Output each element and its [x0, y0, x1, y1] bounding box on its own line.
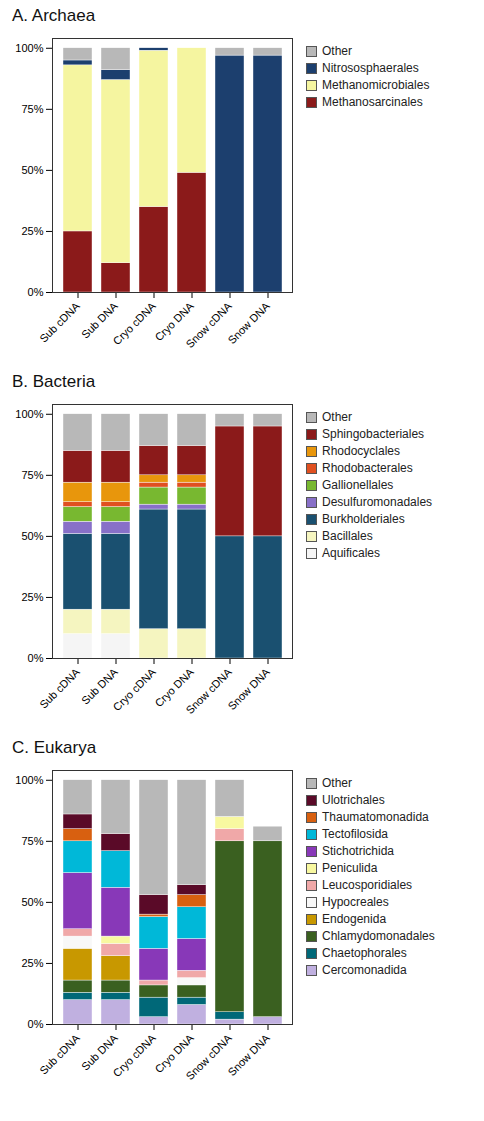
html-text:Nitrososphaerales: Nitrososphaerales [322, 61, 419, 75]
svg-text:100%: 100% [15, 42, 43, 54]
html-text:Desulfuromonadales: Desulfuromonadales [322, 495, 433, 509]
html-text:Hypocreales: Hypocreales [322, 895, 389, 909]
html-text:Burkholderiales: Burkholderiales [322, 512, 405, 526]
svg-text:50%: 50% [21, 896, 43, 908]
html-text:Cercomonadida: Cercomonadida [322, 963, 407, 977]
html-text:B. Bacteria: B. Bacteria [12, 372, 96, 391]
svg-text:100%: 100% [15, 774, 43, 786]
svg-text:Snow cDNA: Snow cDNA [183, 1031, 234, 1082]
svg-text:50%: 50% [21, 530, 43, 542]
svg-text:Cryo DNA: Cryo DNA [152, 1031, 196, 1076]
svg-text:25%: 25% [21, 225, 43, 237]
html-text:Aquificales: Aquificales [322, 546, 380, 560]
html-text:Chaetophorales: Chaetophorales [322, 946, 407, 960]
svg-text:Snow DNA: Snow DNA [225, 299, 272, 346]
svg-text:Sub DNA: Sub DNA [79, 1031, 120, 1073]
html-text:Other: Other [322, 44, 352, 58]
svg-text:Snow cDNA: Snow cDNA [183, 299, 234, 350]
html-text:Gallionellales: Gallionellales [322, 478, 394, 492]
html-text:Ulotrichales: Ulotrichales [322, 793, 385, 807]
html-text:C. Eukarya: C. Eukarya [12, 738, 97, 757]
svg-text:Snow DNA: Snow DNA [225, 1031, 272, 1078]
html-text:Leucosporidiales: Leucosporidiales [322, 878, 413, 892]
html-text:Chlamydomonadales: Chlamydomonadales [322, 929, 435, 943]
html-text:Methanomicrobiales: Methanomicrobiales [322, 78, 430, 92]
html-text:A. Archaea: A. Archaea [12, 6, 96, 25]
svg-text:Cryo DNA: Cryo DNA [152, 299, 196, 344]
svg-text:75%: 75% [21, 103, 43, 115]
svg-text:Sub DNA: Sub DNA [79, 299, 120, 341]
svg-text:Sub cDNA: Sub cDNA [37, 1031, 82, 1076]
svg-text:75%: 75% [21, 835, 43, 847]
svg-text:Sub cDNA: Sub cDNA [37, 665, 82, 710]
html-text:Other: Other [322, 410, 352, 424]
svg-text:Cryo cDNA: Cryo cDNA [111, 665, 159, 713]
svg-text:Cryo DNA: Cryo DNA [152, 665, 196, 710]
svg-text:Sub DNA: Sub DNA [79, 665, 120, 707]
svg-text:Cryo cDNA: Cryo cDNA [111, 299, 159, 347]
html-text:Bacillales: Bacillales [322, 529, 373, 543]
svg-text:0%: 0% [28, 1018, 44, 1030]
html-text:Rhodobacterales: Rhodobacterales [322, 461, 413, 475]
html-text:Other: Other [322, 776, 352, 790]
html-text:Stichotrichida: Stichotrichida [322, 844, 394, 858]
svg-text:Snow DNA: Snow DNA [225, 665, 272, 712]
svg-text:50%: 50% [21, 164, 43, 176]
html-text:Tectofilosida: Tectofilosida [322, 827, 388, 841]
svg-text:100%: 100% [15, 408, 43, 420]
svg-text:Snow cDNA: Snow cDNA [183, 665, 234, 716]
html-text:Sphingobacteriales: Sphingobacteriales [322, 427, 425, 441]
svg-text:Cryo cDNA: Cryo cDNA [111, 1031, 159, 1079]
html-text:Methanosarcinales: Methanosarcinales [322, 95, 423, 109]
svg-text:75%: 75% [21, 469, 43, 481]
svg-text:25%: 25% [21, 591, 43, 603]
html-text:Rhodocyclales: Rhodocyclales [322, 444, 400, 458]
html-text:Thaumatomonadida: Thaumatomonadida [322, 810, 429, 824]
svg-text:25%: 25% [21, 957, 43, 969]
html-text:Peniculida: Peniculida [322, 861, 378, 875]
svg-text:Sub cDNA: Sub cDNA [37, 299, 82, 344]
html-text:Endogenida: Endogenida [322, 912, 387, 926]
svg-text:0%: 0% [28, 286, 44, 298]
svg-text:0%: 0% [28, 652, 44, 664]
